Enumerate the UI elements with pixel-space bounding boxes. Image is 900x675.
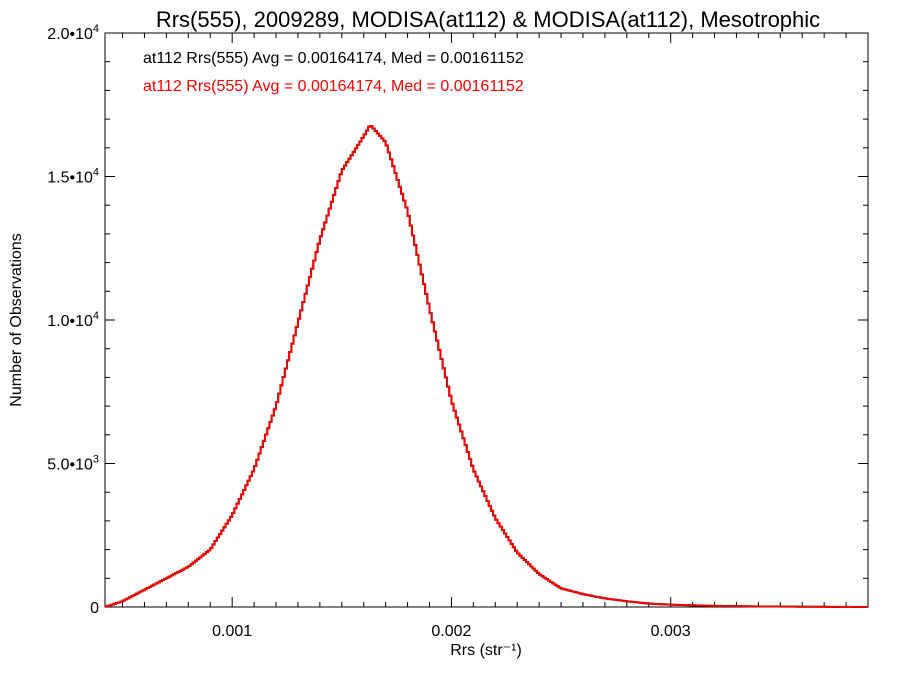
x-axis-label: Rrs (str⁻¹) [450, 642, 522, 659]
series-line-red [105, 125, 868, 608]
annotation-black: at112 Rrs(555) Avg = 0.00164174, Med = 0… [143, 50, 524, 67]
y-tick-label: 2.0•104 [47, 23, 99, 43]
y-tick-label: 5.0•103 [47, 454, 99, 474]
y-tick-label: 1.0•104 [47, 310, 99, 330]
y-tick-label: 0 [90, 600, 99, 617]
series-lines [105, 125, 868, 608]
plot-area-frame [104, 32, 869, 608]
y-axis-label: Number of Observations [8, 233, 25, 406]
y-tick-label: 1.5•104 [47, 167, 99, 187]
x-tick-label: 0.003 [651, 623, 691, 640]
x-tick-label: 0.001 [212, 623, 252, 640]
axis-ticks [105, 32, 869, 608]
x-tick-label: 0.002 [431, 623, 471, 640]
axis-tick-labels: 0.001 0.002 0.003 0 5.0•103 1.0•104 1.5•104 2.0… [47, 23, 691, 640]
annotation-red: at112 Rrs(555) Avg = 0.00164174, Med = 0… [143, 78, 524, 95]
chart-title: Rrs(555), 2009289, MODISA(at112) & MODIS… [156, 7, 820, 32]
